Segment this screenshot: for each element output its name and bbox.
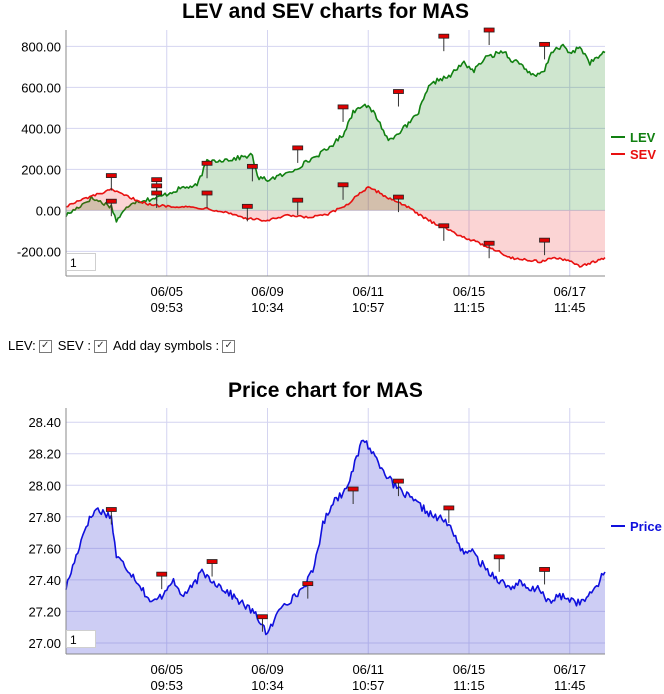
y-tick-label: -200.00 xyxy=(17,244,61,259)
series-line-price xyxy=(65,439,606,636)
day-symbol-flag xyxy=(302,581,314,587)
x-tick-time: 10:34 xyxy=(251,678,284,693)
x-tick-date: 06/05 xyxy=(150,284,183,299)
day-symbol-flag xyxy=(201,190,213,196)
y-tick-label: 27.60 xyxy=(28,541,61,556)
lev-sev-zoom-input[interactable]: 1 xyxy=(66,253,96,271)
x-tick-date: 06/09 xyxy=(251,662,284,677)
y-tick-label: 200.00 xyxy=(21,162,61,177)
chart-controls: LEV: ✓ SEV : ✓ Add day symbols : ✓ xyxy=(8,338,241,353)
day-symbol-flag xyxy=(393,194,404,200)
x-tick-time: 11:45 xyxy=(554,300,586,315)
series-area-lev xyxy=(66,44,605,222)
x-tick-time: 11:15 xyxy=(453,300,485,315)
series-line-lev xyxy=(65,43,606,223)
x-tick-date: 06/15 xyxy=(453,662,486,677)
y-tick-label: 28.40 xyxy=(28,415,61,430)
y-tick-label: 400.00 xyxy=(21,121,61,136)
day-symbol-flag xyxy=(337,182,349,188)
plot-area xyxy=(66,30,605,276)
x-tick-date: 06/17 xyxy=(553,284,586,299)
day-symbol-flag xyxy=(443,505,455,511)
x-tick-date: 06/09 xyxy=(251,284,284,299)
y-tick-label: 0.00 xyxy=(36,203,61,218)
day-symbol-flag xyxy=(539,237,550,243)
day-symbol-flag xyxy=(539,41,550,47)
y-tick-label: 27.80 xyxy=(28,510,61,525)
day-symbol-flag xyxy=(105,198,117,204)
plot-area xyxy=(66,408,605,654)
day-symbol-flag xyxy=(337,104,349,110)
sev-checkbox[interactable]: ✓ xyxy=(93,340,107,353)
x-tick-time: 09:53 xyxy=(150,678,183,693)
day-symbol-flag xyxy=(438,223,450,229)
series-area-sev xyxy=(66,186,605,267)
y-tick-label: 28.20 xyxy=(28,447,61,462)
day-symbol-flag xyxy=(347,486,359,492)
day-symbol-flag xyxy=(151,183,163,189)
x-tick-date: 06/15 xyxy=(453,284,486,299)
price-zoom-input[interactable]: 1 xyxy=(66,630,96,648)
day-symbol-flag xyxy=(539,567,550,572)
day-symbol-flag xyxy=(201,160,213,166)
x-tick-date: 06/17 xyxy=(553,662,586,677)
day-symbol-flag xyxy=(438,33,450,39)
x-tick-time: 10:57 xyxy=(352,300,385,315)
y-tick-label: 27.00 xyxy=(28,636,61,651)
x-tick-date: 06/11 xyxy=(352,284,384,299)
y-tick-label: 600.00 xyxy=(21,80,61,95)
chart-title: LEV and SEV charts for MAS xyxy=(182,0,469,23)
x-tick-date: 06/11 xyxy=(352,662,384,677)
legend-label-price: Price xyxy=(630,519,662,534)
day-symbol-flag xyxy=(151,190,163,196)
chart-title: Price chart for MAS xyxy=(228,379,423,402)
lev-checkbox[interactable]: ✓ xyxy=(38,340,52,353)
day-symbol-flag xyxy=(151,177,163,183)
day-symbol-flag xyxy=(493,554,505,560)
day-symbol-flag xyxy=(206,559,218,564)
day-symbol-flag xyxy=(393,478,404,484)
price-chart: Price chart for MAS 28.40 28.20 28.00 27.80 2… xyxy=(28,379,662,693)
series-line-sev xyxy=(65,186,606,268)
day-symbol-flag xyxy=(483,240,495,246)
y-tick-label: 27.20 xyxy=(28,604,61,619)
day-symbol-flag xyxy=(241,203,253,209)
x-tick-time: 11:45 xyxy=(554,678,586,693)
day-symbols-checkbox[interactable]: ✓ xyxy=(222,340,236,353)
day-symbol-flag xyxy=(292,197,304,203)
x-tick-time: 10:34 xyxy=(251,300,284,315)
day-symbol-flag xyxy=(393,89,404,94)
lev-sev-chart: LEV and SEV charts for MAS 800.00 600.00 40… xyxy=(17,0,656,315)
y-tick-label: 27.40 xyxy=(28,573,61,588)
day-symbol-flag xyxy=(292,145,304,151)
sev-toggle-label: SEV : xyxy=(57,338,91,353)
x-tick-date: 06/05 xyxy=(150,662,183,677)
y-tick-label: 28.00 xyxy=(28,478,61,493)
legend-label-sev: SEV xyxy=(630,147,656,162)
lev-toggle-label: LEV: xyxy=(8,338,36,353)
legend-label-lev: LEV xyxy=(630,130,656,145)
day-symbol-flag xyxy=(105,507,117,512)
day-symbol-flag xyxy=(156,571,168,577)
x-tick-time: 10:57 xyxy=(352,678,385,693)
series-area-price xyxy=(66,440,605,654)
day-symbol-flag xyxy=(257,614,268,620)
y-tick-label: 800.00 xyxy=(21,39,61,54)
x-tick-time: 11:15 xyxy=(453,678,485,693)
day-symbol-flag xyxy=(246,163,258,169)
day-symbols-toggle-label: Add day symbols : xyxy=(112,338,220,353)
day-symbol-flag xyxy=(483,27,495,33)
x-tick-time: 09:53 xyxy=(150,300,183,315)
day-symbol-flag xyxy=(105,173,117,178)
